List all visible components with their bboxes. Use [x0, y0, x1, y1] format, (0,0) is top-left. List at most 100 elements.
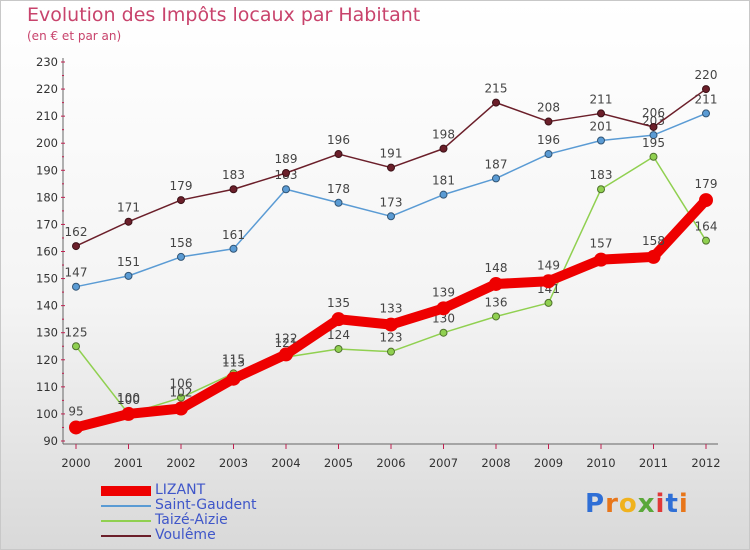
data-label-vouleme: 208 — [537, 101, 560, 115]
data-label-saint-gaudent: 161 — [222, 228, 245, 242]
data-point-saint-gaudent — [649, 131, 658, 140]
data-point-taize-aizie — [544, 298, 553, 307]
data-point-saint-gaudent — [597, 136, 605, 145]
data-label-lizant: 113 — [222, 356, 245, 370]
y-tick-label: 210 — [36, 109, 58, 123]
data-label-saint-gaudent: 211 — [695, 92, 718, 106]
data-label-taize-aizie: 123 — [380, 331, 403, 345]
data-label-taize-aizie: 136 — [485, 295, 508, 309]
x-tick-label: 2004 — [271, 456, 300, 470]
data-point-taize-aizie — [72, 342, 80, 351]
chart-subtitle: (en € et par an) — [27, 29, 122, 43]
legend-swatch — [101, 534, 151, 537]
logo-letter: x — [637, 489, 656, 519]
y-tick-label: 90 — [43, 434, 58, 448]
legend-label: Saint-Gaudent — [155, 497, 257, 513]
data-point-lizant — [436, 301, 451, 316]
data-point-taize-aizie — [492, 312, 500, 321]
x-tick-label: 2009 — [534, 456, 563, 470]
data-point-lizant — [279, 347, 293, 362]
data-label-taize-aizie: 100 — [117, 393, 140, 407]
y-tick-label: 190 — [36, 163, 58, 177]
logo-letter: o — [618, 489, 638, 519]
x-tick-label: 2006 — [376, 456, 405, 470]
y-tick-label: 150 — [36, 272, 58, 286]
data-point-saint-gaudent — [229, 244, 238, 253]
data-point-vouleme — [229, 185, 238, 194]
data-point-lizant — [121, 406, 136, 421]
x-tick-label: 2000 — [61, 456, 90, 470]
x-tick-label: 2007 — [429, 456, 458, 470]
logo-letter: r — [605, 489, 619, 519]
data-point-saint-gaudent — [282, 185, 290, 194]
data-point-taize-aizie — [597, 185, 605, 194]
data-label-taize-aizie: 183 — [590, 168, 613, 182]
data-label-lizant: 158 — [642, 234, 665, 248]
data-point-lizant — [69, 420, 83, 435]
data-label-vouleme: 198 — [432, 128, 455, 142]
y-tick-label: 110 — [36, 380, 58, 394]
proxiti-logo: Proxiti — [585, 489, 689, 519]
legend-swatch — [101, 504, 151, 507]
x-tick-label: 2002 — [166, 456, 195, 470]
data-label-saint-gaudent: 203 — [642, 114, 665, 128]
data-label-saint-gaudent: 173 — [380, 195, 403, 209]
x-tick-label: 2011 — [639, 456, 668, 470]
data-point-vouleme — [649, 122, 658, 131]
logo-letter: i — [678, 489, 689, 519]
data-label-taize-aizie: 115 — [222, 352, 245, 366]
legend-swatch — [101, 485, 151, 496]
data-point-vouleme — [544, 117, 553, 126]
y-tick-label: 130 — [36, 326, 58, 340]
data-label-lizant: 133 — [380, 302, 403, 316]
data-label-lizant: 139 — [432, 285, 455, 299]
legend-swatch — [101, 519, 151, 522]
y-tick-label: 160 — [36, 245, 58, 259]
logo-letter: i — [655, 489, 666, 519]
data-label-lizant: 179 — [695, 177, 718, 191]
data-point-vouleme — [334, 150, 343, 159]
data-label-vouleme: 189 — [275, 152, 298, 166]
data-point-saint-gaudent — [702, 109, 710, 118]
y-tick-label: 220 — [36, 82, 58, 96]
logo-letter: t — [665, 489, 679, 519]
data-label-vouleme: 171 — [117, 201, 140, 215]
data-label-taize-aizie: 124 — [327, 328, 350, 342]
data-label-vouleme: 162 — [65, 225, 88, 239]
data-label-vouleme: 191 — [380, 147, 403, 161]
y-tick-label: 170 — [36, 217, 58, 231]
data-label-taize-aizie: 164 — [695, 220, 718, 234]
legend: LIZANT Saint-Gaudent Taizé-Aizie Voulême — [101, 483, 256, 543]
data-point-lizant — [489, 276, 503, 291]
data-point-saint-gaudent — [177, 252, 185, 261]
legend-item-saint-gaudent: Saint-Gaudent — [101, 498, 256, 513]
data-label-saint-gaudent: 151 — [117, 255, 140, 269]
legend-item-taize-aizie: Taizé-Aizie — [101, 513, 256, 528]
data-label-saint-gaudent: 178 — [327, 182, 350, 196]
data-label-lizant: 149 — [537, 258, 560, 272]
y-tick-label: 200 — [36, 136, 58, 150]
data-point-vouleme — [177, 196, 185, 205]
data-point-taize-aizie — [334, 344, 343, 353]
data-label-lizant: 148 — [485, 261, 508, 275]
data-label-saint-gaudent: 201 — [590, 120, 613, 134]
data-point-vouleme — [492, 98, 500, 107]
data-point-lizant — [331, 312, 346, 327]
data-point-saint-gaudent — [492, 174, 500, 183]
data-point-lizant — [384, 317, 398, 332]
logo-letter: P — [585, 489, 606, 519]
data-label-saint-gaudent: 181 — [432, 174, 455, 188]
data-label-lizant: 122 — [275, 331, 298, 345]
x-tick-label: 2008 — [481, 456, 510, 470]
data-point-vouleme — [124, 217, 133, 226]
data-label-lizant: 102 — [170, 386, 193, 400]
data-point-saint-gaudent — [387, 212, 395, 221]
y-tick-label: 140 — [36, 299, 58, 313]
data-label-lizant: 95 — [68, 404, 83, 418]
data-point-saint-gaudent — [72, 282, 80, 291]
data-point-vouleme — [702, 85, 710, 94]
data-label-taize-aizie: 125 — [65, 325, 88, 339]
data-point-lizant — [646, 249, 661, 264]
